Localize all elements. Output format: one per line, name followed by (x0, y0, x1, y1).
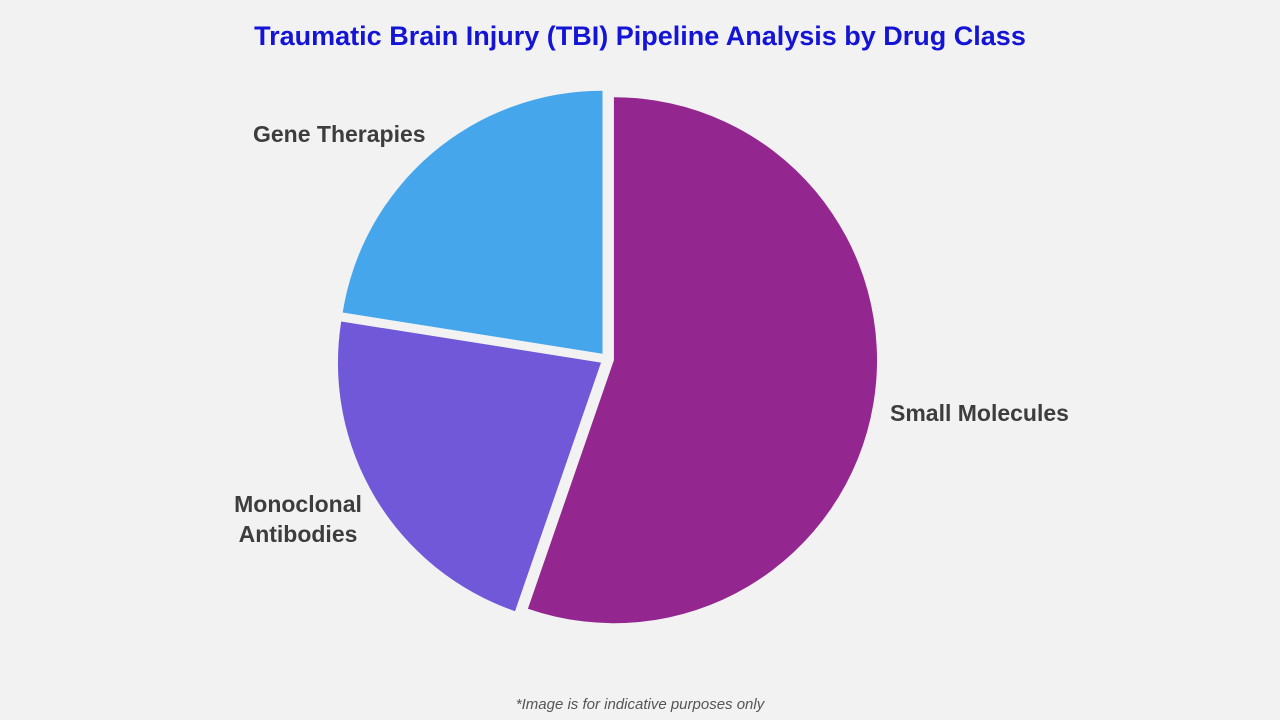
slice-label-gene-therapies: Gene Therapies (253, 121, 426, 147)
chart-title: Traumatic Brain Injury (TBI) Pipeline An… (254, 21, 1026, 51)
slice-label-small-molecules: Small Molecules (890, 400, 1069, 426)
slice-label-monoclonal-antibodies: Monoclonal Antibodies (234, 491, 362, 547)
footnote: *Image is for indicative purposes only (515, 696, 765, 713)
pie-slice-gene-therapies (342, 90, 603, 354)
pie-slice-small-molecules (527, 97, 878, 624)
pie-slice-monoclonal-antibodies (337, 321, 601, 612)
